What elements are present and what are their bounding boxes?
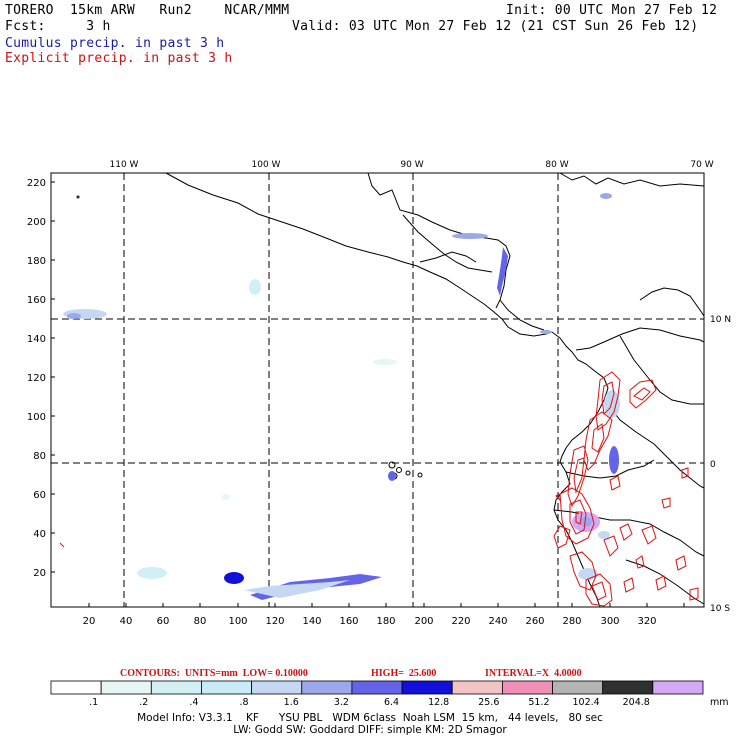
precip-legend: .1 .2 .4 .8 1.6 3.2 6.4 12.8 25.6 51.2 102.4 204.8 m… xyxy=(50,680,729,708)
graticule xyxy=(51,173,704,607)
legend-value-label: 204.8 xyxy=(623,697,650,708)
latitude-label: 0 xyxy=(710,460,716,470)
x-tick-label: 120 xyxy=(265,616,284,627)
contour-high-caption: HIGH= 25.600 xyxy=(371,668,437,679)
legend-value-label: 12.8 xyxy=(428,697,449,708)
latitude-label: 10 S xyxy=(710,604,730,614)
longitude-label: 100 W xyxy=(252,160,281,170)
y-tick-label: 140 xyxy=(27,334,46,345)
x-tick-label: 140 xyxy=(302,616,321,627)
legend-value-label: .8 xyxy=(240,697,249,708)
x-ticks-marks xyxy=(88,603,685,607)
y-ticks-marks xyxy=(51,181,55,573)
y-tick-label: 20 xyxy=(33,568,46,579)
x-tick-label: 200 xyxy=(414,616,433,627)
x-tick-label: 40 xyxy=(120,616,133,627)
x-tick-label: 20 xyxy=(83,616,96,627)
legend-unit-label: mm xyxy=(710,697,729,708)
y-tick-label: 100 xyxy=(27,412,46,423)
legend-value-label: 1.6 xyxy=(284,697,299,708)
legend-swatch xyxy=(301,680,353,695)
map-frame xyxy=(50,172,705,608)
x-tick-label: 300 xyxy=(600,616,619,627)
legend-value-label: 51.2 xyxy=(528,697,549,708)
model-title: TORERO 15km ARW Run2 NCAR/MMM xyxy=(5,3,290,18)
legend-swatch xyxy=(351,680,403,695)
x-tick-label: 260 xyxy=(525,616,544,627)
x-tick-label: 320 xyxy=(637,616,656,627)
legend-value-label: 6.4 xyxy=(384,697,399,708)
legend-value-label: 25.6 xyxy=(478,697,499,708)
contour-units-caption: CONTOURS: UNITS=mm LOW= 0.10000 xyxy=(120,668,308,679)
forecast-hour: Fcst: 3 h xyxy=(5,19,111,34)
legend-swatch xyxy=(552,680,604,695)
legend-value-label: 102.4 xyxy=(572,697,599,708)
legend-value-label: .1 xyxy=(89,697,98,708)
legend-value-label: 3.2 xyxy=(334,697,349,708)
cumulus-precip-shading xyxy=(63,193,620,600)
legend-swatch xyxy=(652,680,704,695)
y-tick-label: 220 xyxy=(27,178,46,189)
longitude-label: 80 W xyxy=(545,160,568,170)
latitude-label: 10 N xyxy=(710,315,731,325)
legend-value-label: .4 xyxy=(189,697,198,708)
model-info-line1: Model Info: V3.3.1 KF YSU PBL WDM 6class… xyxy=(137,712,603,724)
legend-swatch xyxy=(201,680,253,695)
contour-interval-caption: INTERVAL=X 4.0000 xyxy=(485,668,582,679)
x-tick-label: 100 xyxy=(228,616,247,627)
legend-value-label: .2 xyxy=(139,697,148,708)
x-tick-label: 160 xyxy=(339,616,358,627)
model-info-line2: LW: Godd SW: Goddard DIFF: simple KM: 2D… xyxy=(233,724,507,736)
x-tick-label: 80 xyxy=(194,616,207,627)
longitude-label: 110 W xyxy=(110,160,139,170)
y-tick-label: 200 xyxy=(27,217,46,228)
legend-swatch xyxy=(501,680,553,695)
legend-swatch xyxy=(602,680,654,695)
longitude-label: 70 W xyxy=(690,160,713,170)
x-tick-label: 60 xyxy=(157,616,170,627)
y-tick-label: 60 xyxy=(33,490,46,501)
legend-swatch xyxy=(100,680,152,695)
y-tick-label: 120 xyxy=(27,373,46,384)
y-tick-label: 80 xyxy=(33,451,46,462)
explicit-precip-contours xyxy=(59,371,699,607)
legend-swatch xyxy=(50,680,102,695)
y-tick-label: 40 xyxy=(33,529,46,540)
y-tick-label: 180 xyxy=(27,256,46,267)
x-tick-label: 240 xyxy=(488,616,507,627)
field-label-cumulus: Cumulus precip. in past 3 h xyxy=(5,36,225,51)
init-time: Init: 00 UTC Mon 27 Feb 12 xyxy=(506,3,718,18)
longitude-label: 90 W xyxy=(400,160,423,170)
coastlines xyxy=(165,172,705,608)
y-tick-label: 160 xyxy=(27,295,46,306)
legend-swatch xyxy=(451,680,503,695)
valid-time: Valid: 03 UTC Mon 27 Feb 12 (21 CST Sun … xyxy=(292,19,699,34)
field-label-explicit: Explicit precip. in past 3 h xyxy=(5,51,233,66)
x-tick-label: 280 xyxy=(562,616,581,627)
legend-swatch xyxy=(401,680,453,695)
legend-swatch xyxy=(251,680,303,695)
legend-swatch xyxy=(150,680,202,695)
x-tick-label: 180 xyxy=(376,616,395,627)
x-tick-label: 220 xyxy=(451,616,470,627)
